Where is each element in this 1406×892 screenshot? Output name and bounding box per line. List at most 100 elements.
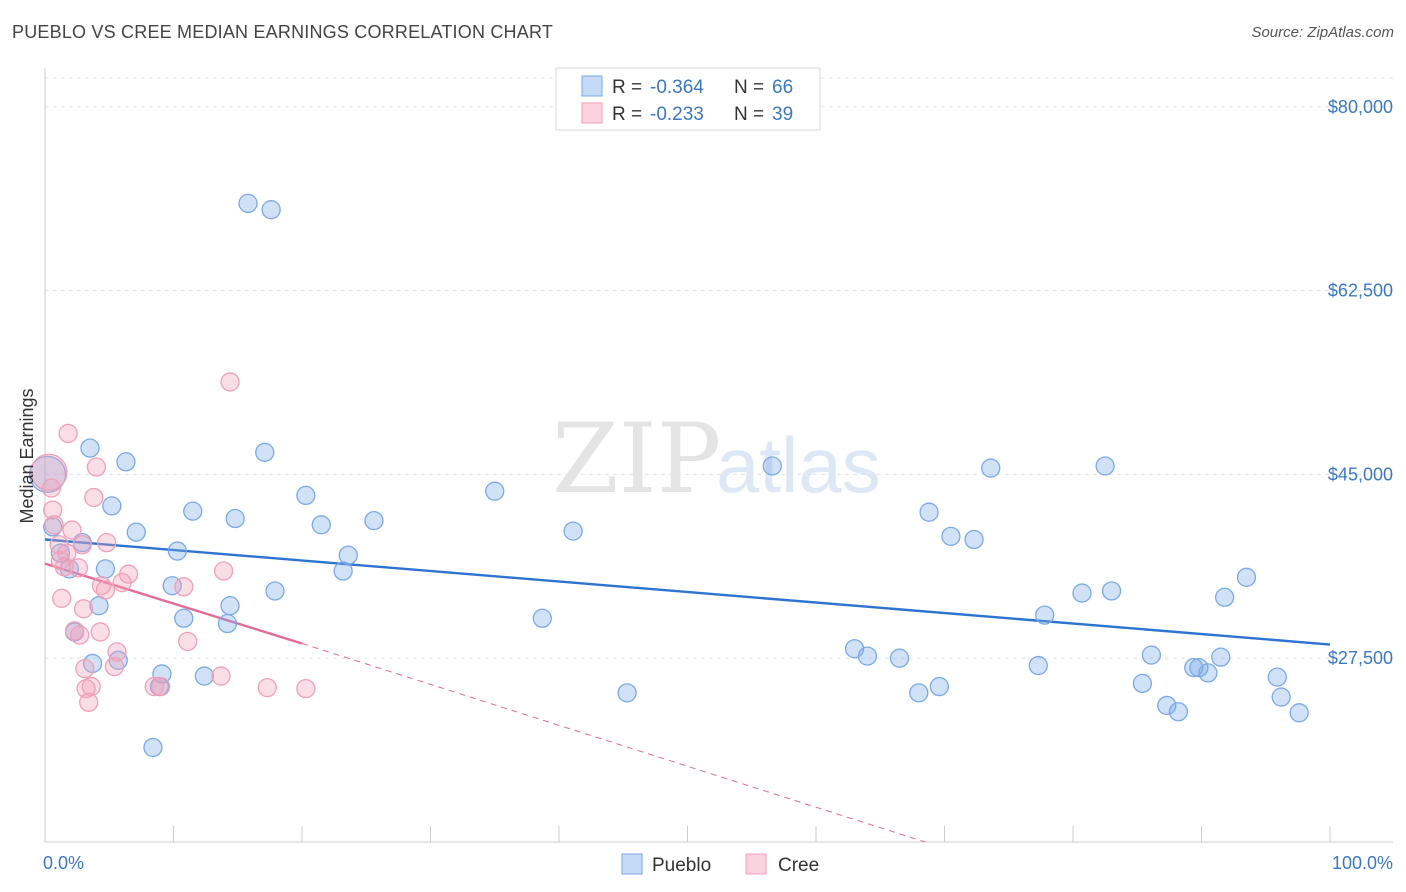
pueblo-point xyxy=(1271,687,1291,707)
pueblo-point xyxy=(28,455,67,494)
pueblo-point xyxy=(220,596,240,616)
bottom-legend: Pueblo Cree xyxy=(621,853,819,876)
cree-point xyxy=(118,564,139,584)
cree-point xyxy=(213,561,234,581)
pueblo-point xyxy=(194,666,214,686)
pueblo-point xyxy=(485,481,505,501)
pueblo-point xyxy=(1184,657,1204,678)
pueblo-point xyxy=(1035,605,1055,625)
cree-point xyxy=(174,577,194,597)
pueblo-point xyxy=(311,515,331,535)
cree-point xyxy=(41,478,62,498)
cree-point xyxy=(44,515,64,535)
cree-point xyxy=(104,656,125,677)
legend-swatch-pueblo xyxy=(581,75,603,97)
pueblo-point xyxy=(1198,663,1218,683)
cree-point xyxy=(79,692,99,712)
legend-r-label-1: R = xyxy=(612,77,642,98)
pueblo-point xyxy=(116,452,136,472)
pueblo-point xyxy=(1289,703,1309,723)
y-tick-label: $80,000 xyxy=(1328,97,1393,117)
pueblo-point xyxy=(563,521,583,541)
legend-r-label-2: R = xyxy=(612,104,642,125)
cree-point xyxy=(95,580,116,600)
pueblo-point xyxy=(364,510,384,531)
cree-point xyxy=(72,535,92,555)
legend-n-value-2: 39 xyxy=(772,104,793,125)
gridlines xyxy=(45,77,1393,659)
cree-point xyxy=(177,631,198,652)
pueblo-point xyxy=(941,526,961,547)
chart-title: PUEBLO VS CREE MEDIAN EARNINGS CORRELATI… xyxy=(12,22,554,42)
cree-point xyxy=(257,677,277,698)
cree-point xyxy=(296,679,316,699)
pueblo-point xyxy=(981,458,1001,478)
bottom-legend-label-pueblo: Pueblo xyxy=(652,855,711,876)
pueblo-point xyxy=(1189,657,1209,678)
pueblo-point xyxy=(95,559,116,579)
pueblo-point xyxy=(1267,667,1287,687)
pueblo-point xyxy=(1211,647,1231,667)
pueblo-point xyxy=(964,529,984,550)
legend-r-value-1: -0.364 xyxy=(650,77,704,98)
pueblo-point xyxy=(762,456,782,476)
pueblo-point xyxy=(1236,567,1257,587)
pueblo-point xyxy=(919,502,939,522)
pueblo-point xyxy=(1132,673,1153,694)
legend-r-value-2: -0.233 xyxy=(650,104,704,125)
pueblo-point xyxy=(1028,655,1048,676)
pueblo-point xyxy=(174,608,194,628)
pueblo-point xyxy=(1141,645,1162,665)
legend-swatch-cree xyxy=(581,102,603,124)
y-axis-label: Median Earnings xyxy=(17,388,37,523)
legend-n-value-1: 66 xyxy=(772,77,793,98)
pueblo-point xyxy=(126,522,146,542)
legend-n-label-1: N = xyxy=(734,77,764,98)
pueblo-point xyxy=(338,545,358,565)
data-points xyxy=(28,193,1309,758)
pueblo-point xyxy=(1095,456,1115,476)
cree-trend-extension xyxy=(301,643,926,843)
cree-point xyxy=(81,676,101,697)
pueblo-point xyxy=(238,193,258,214)
x-tick-label: 0.0% xyxy=(43,853,84,873)
pueblo-point xyxy=(296,485,316,506)
x-tick-label: 100.0% xyxy=(1332,853,1393,873)
y-tick-label: $27,500 xyxy=(1328,648,1393,668)
cree-point xyxy=(107,642,127,662)
pueblo-point xyxy=(532,608,552,628)
y-tick-label: $45,000 xyxy=(1328,464,1393,484)
bottom-legend-label-cree: Cree xyxy=(778,855,819,876)
pueblo-point xyxy=(217,613,238,634)
legend-n-label-2: N = xyxy=(734,104,764,125)
legend: R = -0.364 N = 66 R = -0.233 N = 39 xyxy=(555,67,821,131)
cree-point xyxy=(68,558,89,578)
cree-point xyxy=(97,533,117,553)
cree-point xyxy=(52,588,72,608)
cree-point xyxy=(84,487,104,508)
y-tick-label: $62,500 xyxy=(1328,281,1393,301)
cree-point xyxy=(220,372,240,392)
bottom-legend-swatch-pueblo xyxy=(621,853,643,875)
pueblo-point xyxy=(265,581,285,601)
cree-point xyxy=(73,599,94,619)
pueblo-point xyxy=(80,438,100,458)
pueblo-point xyxy=(102,496,122,516)
watermark-atlas: atlas xyxy=(716,421,881,509)
pueblo-point xyxy=(1072,583,1092,603)
cree-point xyxy=(90,622,110,642)
pueblo-point xyxy=(167,541,188,561)
pueblo-point xyxy=(857,646,878,666)
trend-lines xyxy=(44,538,1331,843)
cree-point xyxy=(62,520,82,540)
cree-point xyxy=(86,457,107,477)
pueblo-point xyxy=(1214,587,1235,607)
chart-source: Source: ZipAtlas.com xyxy=(1251,24,1394,41)
cree-point xyxy=(211,666,231,686)
cree-point xyxy=(144,676,164,697)
cree-point xyxy=(57,543,77,563)
pueblo-point xyxy=(1168,702,1189,722)
pueblo-point xyxy=(1157,695,1177,716)
pueblo-point xyxy=(617,683,637,703)
pueblo-point xyxy=(889,648,910,668)
